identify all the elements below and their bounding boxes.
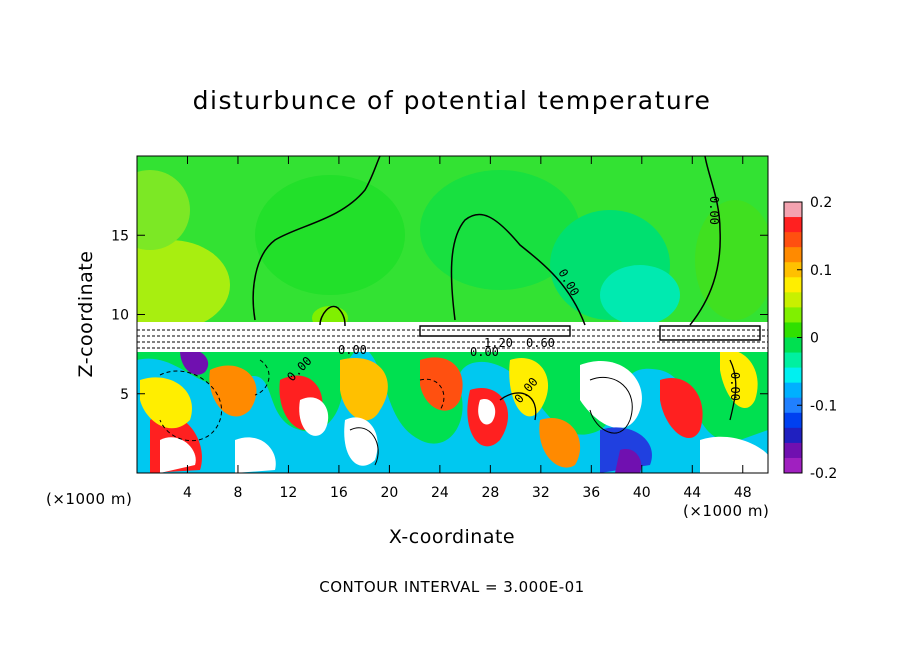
- colorbar-swatch: [784, 337, 802, 354]
- colorbar-swatch: [784, 412, 802, 429]
- y-axis-ticks: 5 10 15: [111, 228, 768, 403]
- colorbar-swatch: [784, 247, 802, 263]
- field-patch: [299, 397, 329, 436]
- contour-label: 1.20: [484, 336, 513, 350]
- field-patch: [180, 349, 209, 375]
- y-tick-label: 15: [111, 228, 129, 244]
- field-patch: [509, 358, 549, 417]
- potential-temperature-field: [137, 156, 768, 473]
- colorbar-swatch: [784, 427, 802, 444]
- x-tick-label: 16: [330, 485, 348, 501]
- z-unit-label: (×1000 m): [46, 490, 133, 508]
- field-patch: [420, 357, 463, 411]
- x-unit-label: (×1000 m): [683, 502, 770, 520]
- field-patch: [700, 436, 768, 473]
- y-tick-label: 10: [111, 308, 129, 324]
- x-tick-label: 24: [431, 485, 449, 501]
- colorbar-swatch: [784, 367, 802, 384]
- contour-line: [319, 305, 346, 327]
- colorbar-swatch: [784, 217, 802, 233]
- field-patch: [137, 240, 230, 330]
- x-tick-label: 44: [683, 485, 701, 501]
- contour-label: 0.00: [470, 345, 499, 359]
- field-patch: [235, 437, 276, 473]
- colorbar-swatch: [784, 277, 802, 293]
- x-tick-label: 4: [183, 485, 192, 501]
- colorbar-tick-label: -0.2: [810, 466, 837, 482]
- x-axis-ticks: 4 8 12 16 20 24 28 32 36 40 44 48: [183, 156, 752, 501]
- colorbar-swatch: [784, 442, 802, 459]
- inversion-contour-boxes: [419, 325, 761, 341]
- colorbar-tick-label: 0.2: [810, 195, 832, 211]
- colorbar-swatch: [784, 232, 802, 248]
- colorbar-swatch: [784, 292, 802, 308]
- inversion-band: [137, 322, 768, 352]
- field-patch: [420, 170, 580, 290]
- field-patch: [340, 358, 388, 421]
- x-tick-label: 12: [280, 485, 298, 501]
- colorbar-swatch: [784, 307, 802, 323]
- x-tick-label: 8: [233, 485, 242, 501]
- field-patch: [478, 399, 496, 425]
- contour-label: 0.00: [728, 372, 742, 401]
- chart-title: disturbunce of potential temperature: [192, 86, 712, 115]
- x-axis-label: X-coordinate: [388, 526, 516, 548]
- field-patch: [137, 170, 190, 250]
- colorbar-swatch: [784, 262, 802, 278]
- field-patch: [615, 449, 642, 473]
- contour-line: [252, 156, 381, 321]
- colorbar-ticks: 0.2 0.1 0 -0.1 -0.2: [797, 195, 837, 482]
- colorbar-tick-label: 0.1: [810, 263, 832, 279]
- x-tick-label: 40: [633, 485, 651, 501]
- colorbar: [784, 202, 802, 474]
- contour-label: 0.00: [338, 343, 367, 357]
- turbulent-layer: [137, 328, 768, 473]
- x-tick-label: 20: [380, 485, 398, 501]
- colorbar-swatch: [784, 202, 802, 218]
- field-patch: [160, 437, 196, 473]
- colorbar-swatch: [784, 457, 802, 474]
- field-patch: [720, 349, 758, 409]
- field-patch: [209, 365, 257, 417]
- field-patch: [695, 200, 768, 320]
- field-patch: [255, 175, 405, 295]
- contour-line: [689, 156, 721, 326]
- lower-contours: [159, 359, 737, 466]
- x-tick-label: 36: [582, 485, 600, 501]
- field-patch: [344, 417, 378, 466]
- colorbar-swatch: [784, 382, 802, 399]
- colorbar-swatch: [784, 397, 802, 414]
- colorbar-swatch: [784, 322, 802, 338]
- x-tick-label: 48: [734, 485, 752, 501]
- x-tick-label: 28: [481, 485, 499, 501]
- colorbar-tick-label: -0.1: [810, 398, 837, 414]
- colorbar-swatch: [784, 352, 802, 369]
- x-tick-label: 32: [532, 485, 550, 501]
- y-tick-label: 5: [120, 387, 129, 403]
- contour-line: [450, 213, 586, 326]
- contour-interval-text: CONTOUR INTERVAL = 3.000E-01: [319, 578, 585, 596]
- field-patch: [660, 378, 703, 439]
- field-patch: [539, 418, 581, 468]
- contour-label: 0.00: [707, 196, 721, 225]
- field-patch: [140, 377, 192, 429]
- colorbar-tick-label: 0: [810, 331, 819, 347]
- contour-label: 0.60: [526, 336, 555, 350]
- field-patch: [600, 265, 680, 325]
